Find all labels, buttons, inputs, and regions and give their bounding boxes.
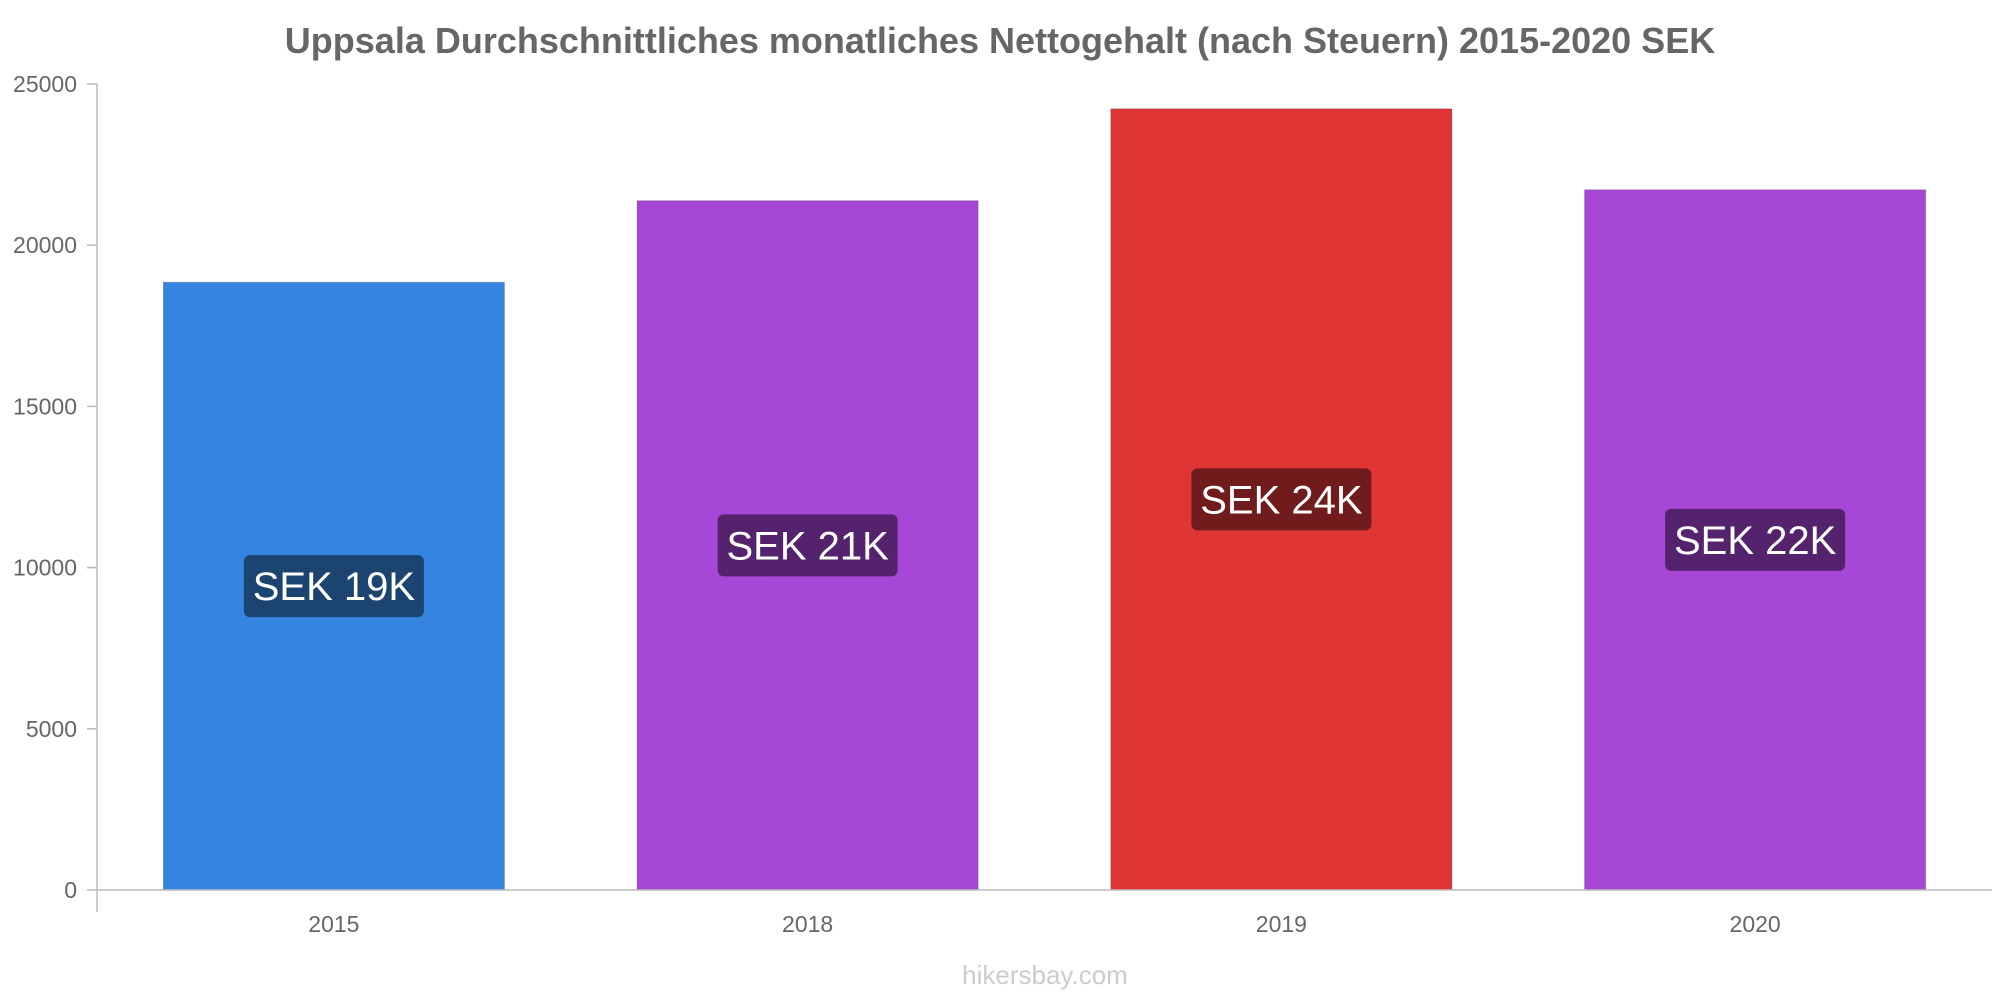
- data-label: SEK 22K: [1674, 519, 1837, 563]
- data-label-box: [717, 514, 898, 577]
- x-tick-label: 2019: [1256, 911, 1307, 937]
- y-tick-label: 20000: [13, 232, 77, 258]
- y-tick-label: 10000: [13, 555, 77, 581]
- data-label-box: [243, 555, 424, 618]
- chart-title: Uppsala Durchschnittliches monatliches N…: [285, 20, 1715, 61]
- y-tick-label: 5000: [26, 716, 77, 742]
- bars-group: SEK 19K SEK 21K SEK 24K SEK 22K: [162, 108, 1927, 891]
- data-label: SEK 24K: [1200, 478, 1363, 522]
- data-label: SEK 21K: [726, 524, 889, 568]
- data-label-box: [1665, 508, 1846, 571]
- y-tick-label: 0: [64, 877, 77, 903]
- watermark: hikersbay.com: [962, 960, 1128, 990]
- data-label: SEK 19K: [253, 565, 416, 609]
- x-axis: 2015 2018 2019 2020: [97, 889, 1992, 937]
- data-label-box: [1191, 468, 1372, 531]
- y-axis: 0 5000 10000 15000 20000 25000: [13, 71, 98, 912]
- x-tick-label: 2020: [1730, 911, 1781, 937]
- x-tick-label: 2015: [308, 911, 359, 937]
- y-tick-label: 15000: [13, 393, 77, 419]
- y-tick-label: 25000: [13, 71, 77, 97]
- x-tick-label: 2018: [782, 911, 833, 937]
